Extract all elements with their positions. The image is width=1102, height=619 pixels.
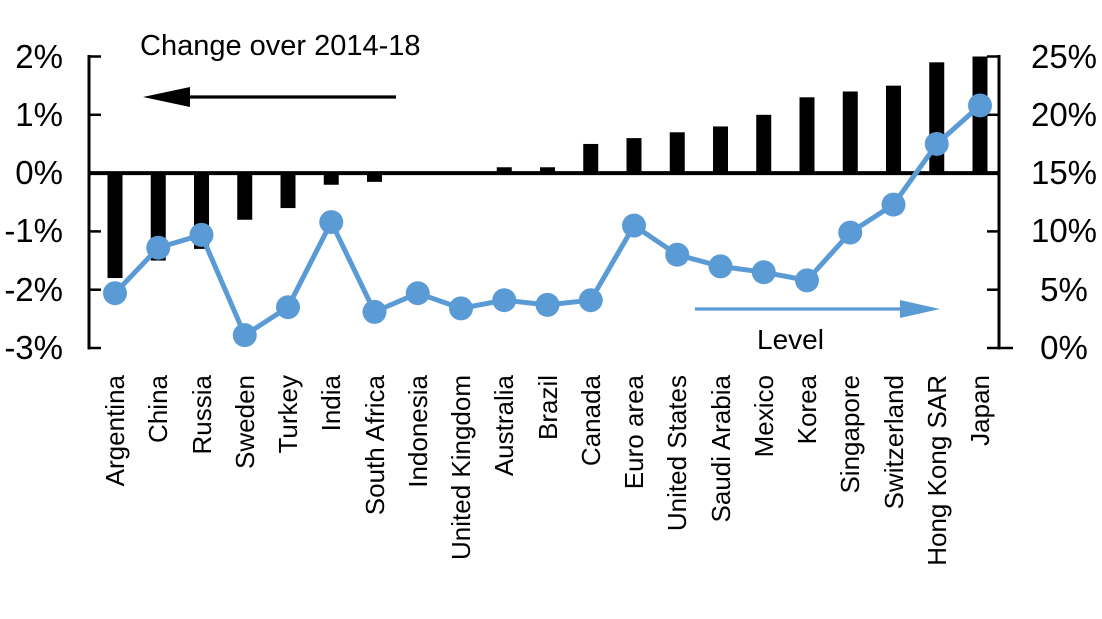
right-axis-tick-label: 5%	[1040, 270, 1088, 308]
category-label: China	[143, 375, 174, 443]
level-label: Level	[757, 324, 824, 355]
bar	[280, 173, 296, 209]
left-axis-tick-label: 1%	[15, 95, 63, 133]
category-label: Singapore	[835, 375, 866, 494]
bar	[886, 85, 901, 174]
bar	[540, 167, 555, 174]
data-point-marker	[189, 222, 214, 247]
bar	[323, 173, 339, 185]
left-axis-tick-label: -3%	[4, 329, 63, 366]
chart-title: Change over 2014-18	[140, 30, 421, 62]
data-point-marker	[276, 295, 300, 320]
data-point-marker	[751, 260, 776, 285]
category-label: Canada	[575, 375, 606, 467]
right-axis-tick-label: 15%	[1030, 154, 1098, 192]
bar	[626, 138, 642, 174]
bar	[367, 173, 382, 182]
bar	[713, 126, 728, 174]
right-axis-tick-label: 20%	[1030, 95, 1098, 133]
category-label: India	[316, 375, 347, 432]
category-label: Korea	[792, 375, 822, 445]
bar	[799, 97, 815, 174]
category-label: Switzerland	[878, 375, 909, 510]
data-point-marker	[492, 288, 517, 313]
data-point-marker	[146, 235, 171, 260]
right-axis-tick-label: 25%	[1030, 37, 1098, 75]
category-label: Japan	[965, 375, 995, 446]
bar	[929, 62, 945, 174]
category-label: Sweden	[229, 375, 260, 469]
category-label: Australia	[489, 375, 520, 477]
data-point-marker	[405, 281, 430, 306]
left-axis-tick-label: -2%	[4, 270, 63, 308]
category-label: Indonesia	[402, 375, 433, 488]
category-label: Mexico	[748, 375, 779, 458]
data-point-marker	[924, 131, 949, 156]
data-point-marker	[838, 220, 863, 245]
category-label: United Kingdom	[446, 375, 476, 560]
bar	[496, 167, 512, 174]
data-point-marker	[362, 299, 387, 324]
category-label: Argentina	[100, 375, 130, 487]
category-label: Saudi Arabia	[705, 375, 736, 523]
category-label: South Africa	[359, 375, 390, 516]
bar	[237, 173, 253, 220]
data-point-marker	[232, 323, 257, 348]
category-label: Russia	[186, 375, 217, 455]
data-point-marker	[622, 213, 646, 238]
data-point-marker	[578, 288, 603, 313]
category-label: Euro area	[619, 375, 649, 490]
bar	[583, 143, 599, 174]
right-axis-tick-label: 0%	[1040, 329, 1088, 366]
bar	[107, 173, 123, 279]
data-point-marker	[319, 210, 344, 235]
bar	[756, 114, 772, 174]
bar	[842, 91, 858, 174]
left-axis-tick-label: 2%	[15, 37, 63, 75]
category-label: United States	[662, 375, 693, 532]
bar	[669, 132, 685, 174]
right-axis-tick-label: 10%	[1030, 212, 1098, 250]
category-label: Turkey	[273, 375, 303, 454]
left-arrow-icon	[143, 87, 190, 107]
data-point-marker	[449, 296, 473, 321]
category-label: Brazil	[532, 375, 563, 441]
category-label: Hong Kong SAR	[921, 375, 952, 566]
data-point-marker	[708, 254, 733, 279]
data-point-marker	[968, 93, 992, 118]
data-point-marker	[665, 242, 690, 267]
data-point-marker	[881, 192, 906, 217]
data-point-marker	[795, 268, 819, 293]
right-arrow-icon	[900, 300, 940, 318]
left-axis-tick-label: -1%	[4, 212, 63, 250]
data-point-marker	[535, 292, 560, 317]
left-axis-tick-label: 0%	[15, 154, 63, 192]
data-point-marker	[103, 281, 127, 306]
